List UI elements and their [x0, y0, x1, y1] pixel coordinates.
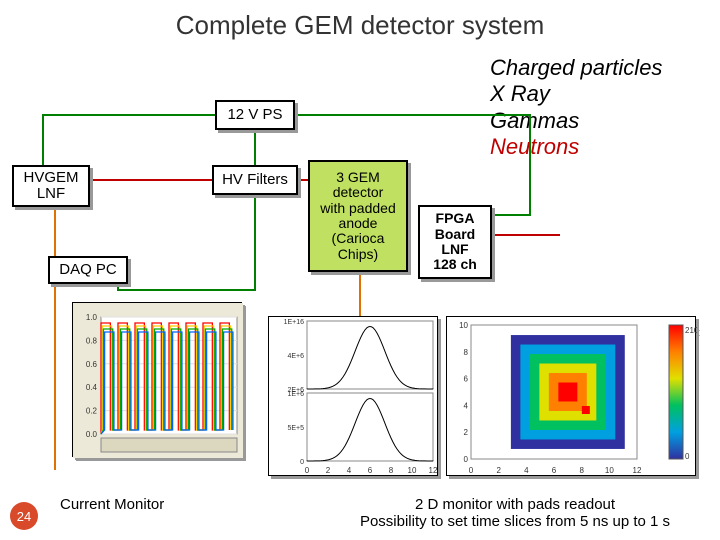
page-number-badge: 24 — [10, 502, 38, 530]
fpga-box: FPGA Board LNF 128 ch — [418, 205, 492, 279]
gem3-l2: with padded — [320, 201, 396, 216]
svg-text:4: 4 — [347, 466, 352, 475]
histogram-chart: 1E+164E+62E+61E+65E+50024681012 — [268, 316, 438, 476]
svg-text:12: 12 — [633, 466, 642, 475]
heatmap-chart: 0 2 4 6 8 10 12 0 2 4 6 8 10 210000 0 — [446, 316, 696, 476]
monitor2d-l1: 2 D monitor with pads readout — [310, 496, 720, 513]
gem3-l4: (Carioca — [332, 231, 385, 246]
svg-text:8: 8 — [389, 466, 394, 475]
svg-text:4E+6: 4E+6 — [287, 353, 304, 360]
gem3-l0: 3 GEM — [336, 170, 380, 185]
svg-text:0: 0 — [305, 466, 310, 475]
svg-text:2: 2 — [464, 428, 469, 437]
svg-text:5E+5: 5E+5 — [287, 425, 304, 432]
svg-text:8: 8 — [464, 348, 469, 357]
svg-text:1E+6: 1E+6 — [287, 391, 304, 398]
svg-text:6: 6 — [552, 466, 557, 475]
current-monitor-caption: Current Monitor — [60, 496, 164, 513]
svg-text:6: 6 — [368, 466, 373, 475]
svg-text:0: 0 — [300, 459, 304, 466]
fpga-l0: FPGA — [436, 211, 475, 226]
gem3-l5: Chips) — [338, 247, 378, 262]
svg-text:0.6: 0.6 — [86, 360, 98, 369]
monitor2d-caption: 2 D monitor with pads readout Possibilit… — [310, 496, 720, 530]
svg-text:6: 6 — [464, 375, 469, 384]
svg-text:4: 4 — [464, 401, 469, 410]
gem3-box: 3 GEM detector with padded anode (Carioc… — [308, 160, 408, 272]
filters-label: HV Filters — [222, 172, 288, 189]
daq-box: DAQ PC — [48, 256, 128, 284]
scope-chart: 0.0 0.2 0.4 0.6 0.8 1.0 — [72, 302, 242, 457]
filters-box: HV Filters — [212, 165, 298, 195]
svg-text:2: 2 — [496, 466, 501, 475]
gem3-l3: anode — [339, 216, 378, 231]
monitor2d-l2: Possibility to set time slices from 5 ns… — [310, 513, 720, 530]
svg-text:8: 8 — [579, 466, 584, 475]
ps-label: 12 V PS — [227, 107, 282, 124]
particle-list: Charged particles X Ray Gammas Neutrons — [490, 55, 662, 161]
hvgem-l0: HVGEM — [23, 170, 78, 187]
daq-label: DAQ PC — [59, 262, 117, 279]
svg-text:0: 0 — [469, 466, 474, 475]
svg-text:10: 10 — [408, 466, 417, 475]
gem3-l1: detector — [333, 185, 384, 200]
ps-box: 12 V PS — [215, 100, 295, 130]
svg-text:2: 2 — [326, 466, 331, 475]
svg-text:0.2: 0.2 — [86, 407, 98, 416]
page-number: 24 — [17, 509, 31, 524]
svg-text:10: 10 — [605, 466, 614, 475]
svg-text:1E+16: 1E+16 — [284, 319, 305, 326]
svg-text:4: 4 — [524, 466, 529, 475]
svg-text:12: 12 — [429, 466, 438, 475]
svg-text:10: 10 — [459, 321, 468, 330]
page-title: Complete GEM detector system — [0, 0, 720, 41]
hvgem-l1: LNF — [37, 186, 65, 203]
svg-text:1.0: 1.0 — [86, 313, 98, 322]
fpga-l3: 128 ch — [433, 257, 477, 272]
particle-item: Gammas — [490, 108, 662, 134]
svg-text:0: 0 — [685, 452, 690, 461]
particle-item: Neutrons — [490, 134, 662, 160]
fpga-l1: Board — [435, 227, 475, 242]
svg-text:210000: 210000 — [685, 326, 697, 335]
fpga-l2: LNF — [441, 242, 468, 257]
particle-item: X Ray — [490, 81, 662, 107]
hvgem-box: HVGEM LNF — [12, 165, 90, 207]
particle-item: Charged particles — [490, 55, 662, 81]
svg-text:0.8: 0.8 — [86, 336, 98, 345]
svg-text:0: 0 — [464, 455, 469, 464]
svg-text:0.0: 0.0 — [86, 430, 98, 439]
svg-text:0.4: 0.4 — [86, 383, 98, 392]
